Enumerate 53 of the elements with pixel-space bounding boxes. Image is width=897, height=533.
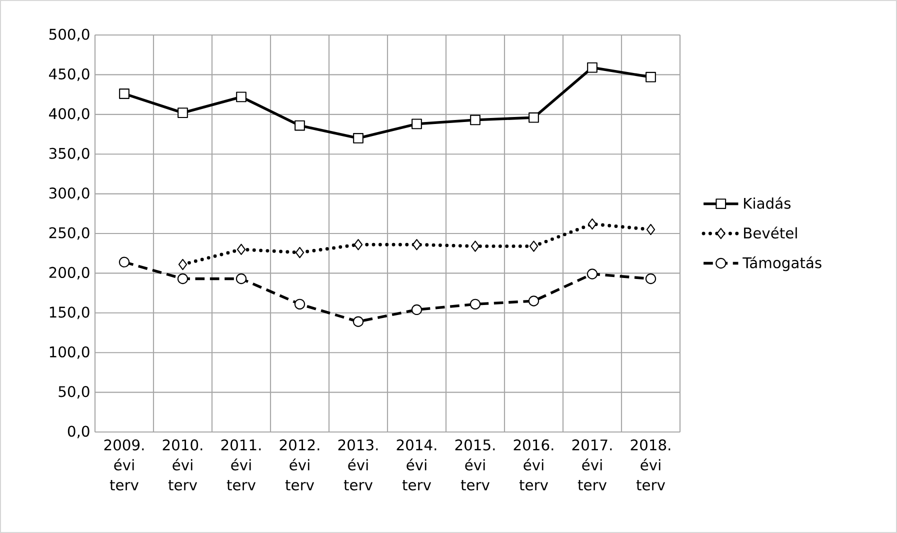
legend-label: Kiadás [744, 196, 791, 209]
x-tick-label: 2014. évi terv [396, 439, 436, 490]
y-tick-label: 100,0 [50, 346, 90, 359]
y-tick-label: 0,0 [68, 426, 90, 438]
point [528, 112, 539, 123]
point [178, 258, 188, 270]
point [470, 114, 480, 126]
y-tick-label: 400,0 [49, 108, 90, 121]
y-tick-label: 350,0 [49, 148, 90, 160]
x-tick-label: 2017. évi terv [572, 439, 612, 490]
point [646, 224, 656, 236]
x-tick-label: 2012. évi terv [280, 439, 320, 490]
point [177, 273, 188, 284]
x-tick-label: 2016. évi terv [514, 439, 554, 490]
point [119, 88, 130, 99]
y-tick-label: 150,0 [50, 306, 90, 320]
legend-label: Támogatás [742, 256, 822, 272]
point [645, 273, 656, 284]
point [412, 239, 422, 250]
x-tick-label: 2011. évi terv [221, 439, 261, 490]
x-tick-label: 2015. évi terv [455, 439, 495, 490]
y-tick-label: 50,0 [58, 386, 90, 399]
point [529, 240, 538, 252]
point [470, 298, 481, 310]
point [295, 246, 304, 258]
point [588, 218, 597, 230]
point [352, 316, 364, 327]
y-tick-label: 200,0 [49, 266, 90, 280]
point [236, 92, 246, 102]
legend-label: Bevétel [744, 226, 797, 239]
point [646, 72, 656, 82]
x-tick-label: 2009. évi terv [104, 439, 144, 490]
point [236, 244, 246, 255]
point [411, 304, 422, 316]
point [412, 118, 422, 130]
point [178, 108, 188, 118]
point [528, 296, 540, 306]
y-tick-label: 300,0 [49, 188, 90, 200]
x-tick-label: 2013. évi terv [338, 439, 378, 490]
x-tick-label: 2018. évi terv [630, 439, 670, 490]
point [470, 240, 480, 252]
point [236, 273, 247, 284]
point [294, 120, 305, 131]
y-tick-label: 250,0 [49, 227, 90, 240]
y-tick-label: 500,0 [49, 28, 90, 42]
y-tick-label: 450,0 [49, 68, 90, 81]
point [587, 62, 598, 73]
point [586, 268, 598, 280]
point [118, 256, 130, 268]
point [353, 133, 364, 144]
point [354, 239, 363, 250]
x-tick-label: 2010. évi terv [162, 439, 202, 490]
point [294, 298, 306, 310]
